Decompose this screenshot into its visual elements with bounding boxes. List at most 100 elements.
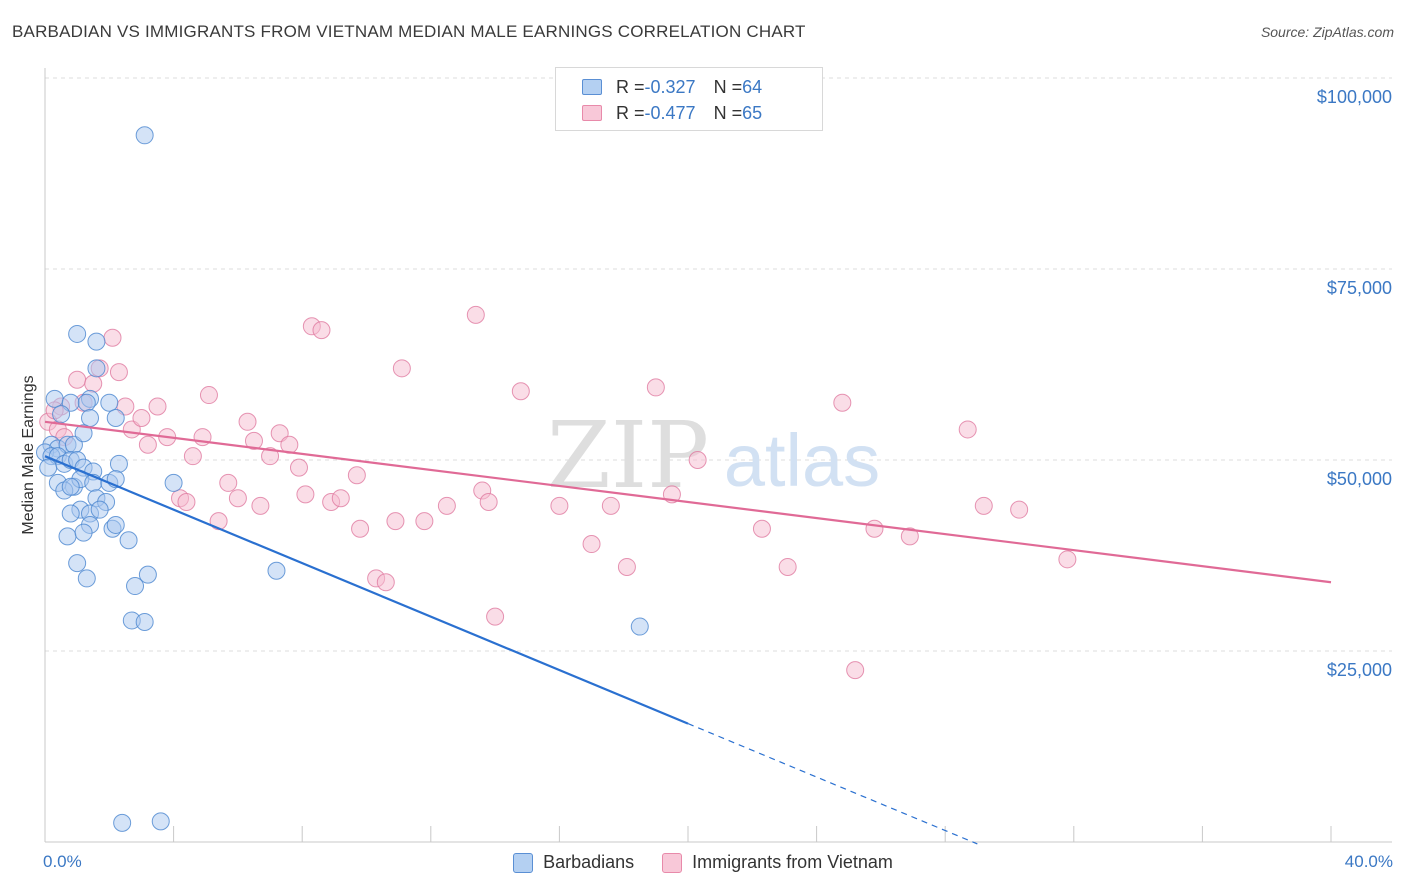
data-point — [81, 408, 100, 427]
data-point — [119, 531, 138, 550]
data-point — [415, 512, 434, 531]
y-tick-label: $25,000 — [1327, 660, 1392, 680]
data-point — [219, 473, 238, 492]
data-point — [39, 458, 58, 477]
data-point — [289, 458, 308, 477]
stats-n-label: N = — [713, 76, 743, 97]
data-point — [833, 393, 852, 412]
legend: Barbadians Immigrants from Vietnam — [0, 852, 1406, 873]
chart-source: Source: ZipAtlas.com — [1260, 24, 1394, 40]
data-point — [68, 324, 87, 343]
data-point — [106, 515, 125, 534]
data-point — [752, 519, 771, 538]
data-point — [74, 424, 93, 443]
data-point — [138, 435, 157, 454]
data-point — [331, 489, 350, 508]
data-point — [617, 557, 636, 576]
x-axis-max-label: 40.0% — [1344, 852, 1393, 871]
data-point — [109, 454, 128, 473]
data-point — [109, 363, 128, 382]
stats-n-label: N = — [713, 102, 743, 123]
data-point — [183, 447, 202, 466]
data-point — [199, 386, 218, 405]
data-point — [228, 489, 247, 508]
data-point — [113, 813, 132, 832]
data-point — [386, 512, 405, 531]
data-point — [126, 577, 145, 596]
data-point — [251, 496, 270, 515]
data-point — [177, 493, 196, 512]
data-point — [132, 408, 151, 427]
grid-layer: $25,000 $50,000 $75,000 $100,000 — [45, 77, 1392, 680]
data-point — [437, 496, 456, 515]
data-point — [52, 405, 71, 424]
watermark-zip: ZIP — [547, 402, 709, 509]
data-point — [351, 519, 370, 538]
legend-item-barbadians[interactable]: Barbadians — [513, 852, 634, 873]
data-point — [846, 661, 865, 680]
stats-r-label: R = — [616, 76, 645, 97]
chart-title: BARBADIAN VS IMMIGRANTS FROM VIETNAM MED… — [12, 22, 806, 41]
data-point — [267, 561, 286, 580]
data-point — [238, 412, 257, 431]
legend-item-vietnam[interactable]: Immigrants from Vietnam — [662, 852, 893, 873]
data-point — [296, 485, 315, 504]
stats-swatch-pink — [582, 105, 602, 121]
data-point — [74, 523, 93, 542]
trend-line-barbadians-extension — [687, 723, 978, 845]
data-point — [151, 812, 170, 831]
data-point — [135, 126, 154, 145]
data-point — [688, 451, 707, 469]
watermark-atlas: atlas — [724, 419, 880, 502]
trend-lines — [44, 420, 1332, 845]
data-point — [582, 535, 601, 554]
legend-swatch-pink — [662, 852, 683, 873]
data-point — [486, 607, 505, 626]
data-point — [135, 612, 154, 631]
data-point — [61, 504, 80, 523]
series-vietnam-points — [39, 305, 1077, 680]
data-point — [87, 332, 106, 351]
data-point — [974, 496, 993, 515]
data-point — [68, 370, 87, 389]
data-point — [164, 473, 183, 492]
axis-layer — [44, 68, 1392, 843]
y-tick-label: $100,000 — [1317, 87, 1392, 107]
stats-r-label: R = — [616, 102, 645, 123]
stats-box: R = -0.327 N = 64 R = -0.477 N = 65 — [555, 67, 823, 131]
data-point — [77, 569, 96, 588]
stats-n-value: 65 — [742, 102, 763, 123]
data-point — [392, 359, 411, 378]
y-tick-label: $50,000 — [1327, 469, 1392, 489]
stats-row-vietnam: R = -0.477 N = 65 — [556, 100, 762, 126]
data-point — [511, 382, 530, 401]
data-point — [270, 424, 289, 443]
stats-n-value: 64 — [742, 76, 763, 97]
stats-r-value: -0.477 — [644, 102, 696, 123]
y-tick-label: $75,000 — [1327, 278, 1392, 298]
data-point — [84, 374, 103, 393]
data-point — [209, 512, 228, 531]
data-point — [466, 305, 485, 324]
stats-r-value: -0.327 — [644, 76, 696, 97]
data-point — [778, 557, 797, 576]
trend-line-barbadians — [44, 455, 689, 725]
data-point — [138, 565, 157, 584]
data-point — [106, 408, 125, 427]
data-point — [646, 378, 665, 397]
x-axis-min-label: 0.0% — [43, 852, 82, 871]
data-point — [900, 527, 919, 546]
data-point — [347, 466, 366, 485]
data-point — [261, 447, 280, 466]
data-point — [103, 328, 122, 347]
data-point — [87, 359, 106, 378]
trend-line-vietnam — [44, 420, 1332, 584]
data-point — [148, 397, 167, 416]
legend-label-barbadians: Barbadians — [543, 852, 635, 872]
data-point — [58, 527, 77, 546]
data-point — [550, 496, 569, 515]
legend-label-vietnam: Immigrants from Vietnam — [692, 852, 893, 872]
data-point — [244, 431, 263, 450]
data-point — [1058, 550, 1077, 569]
